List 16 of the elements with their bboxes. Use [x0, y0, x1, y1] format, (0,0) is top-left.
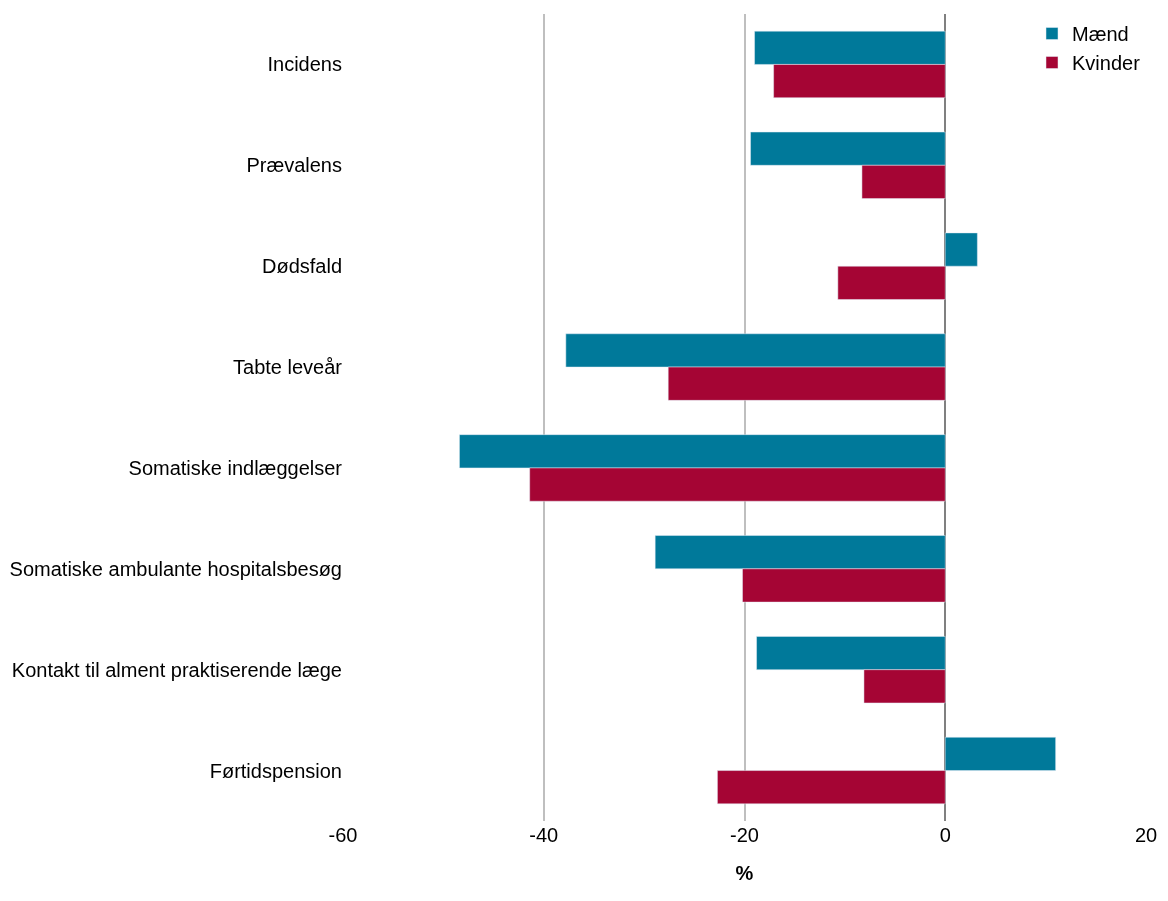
x-tick-label: 0 — [939, 824, 951, 846]
y-tick-label: Førtidspension — [209, 759, 342, 782]
y-tick-label: Somatiske ambulante hospitalsbesøg — [9, 557, 342, 580]
x-tick-label: -60 — [328, 824, 358, 846]
y-tick-label: Tabte leveår — [233, 356, 343, 379]
legend-label: Mænd — [1072, 23, 1129, 46]
y-tick-label: Incidens — [267, 53, 342, 76]
y-tick-label: Dødsfald — [261, 255, 342, 278]
x-tick-label: -20 — [730, 824, 759, 846]
y-tick-label: Somatiske indlæggelser — [128, 456, 343, 479]
x-tick-label: 20 — [1134, 824, 1158, 846]
x-axis-title: % — [735, 861, 754, 884]
y-tick-label: Kontakt til alment praktiserende læge — [11, 658, 342, 681]
y-tick-label: Prævalens — [246, 154, 342, 177]
legend-label: Kvinder — [1072, 52, 1141, 75]
x-tick-label: -40 — [529, 824, 559, 846]
